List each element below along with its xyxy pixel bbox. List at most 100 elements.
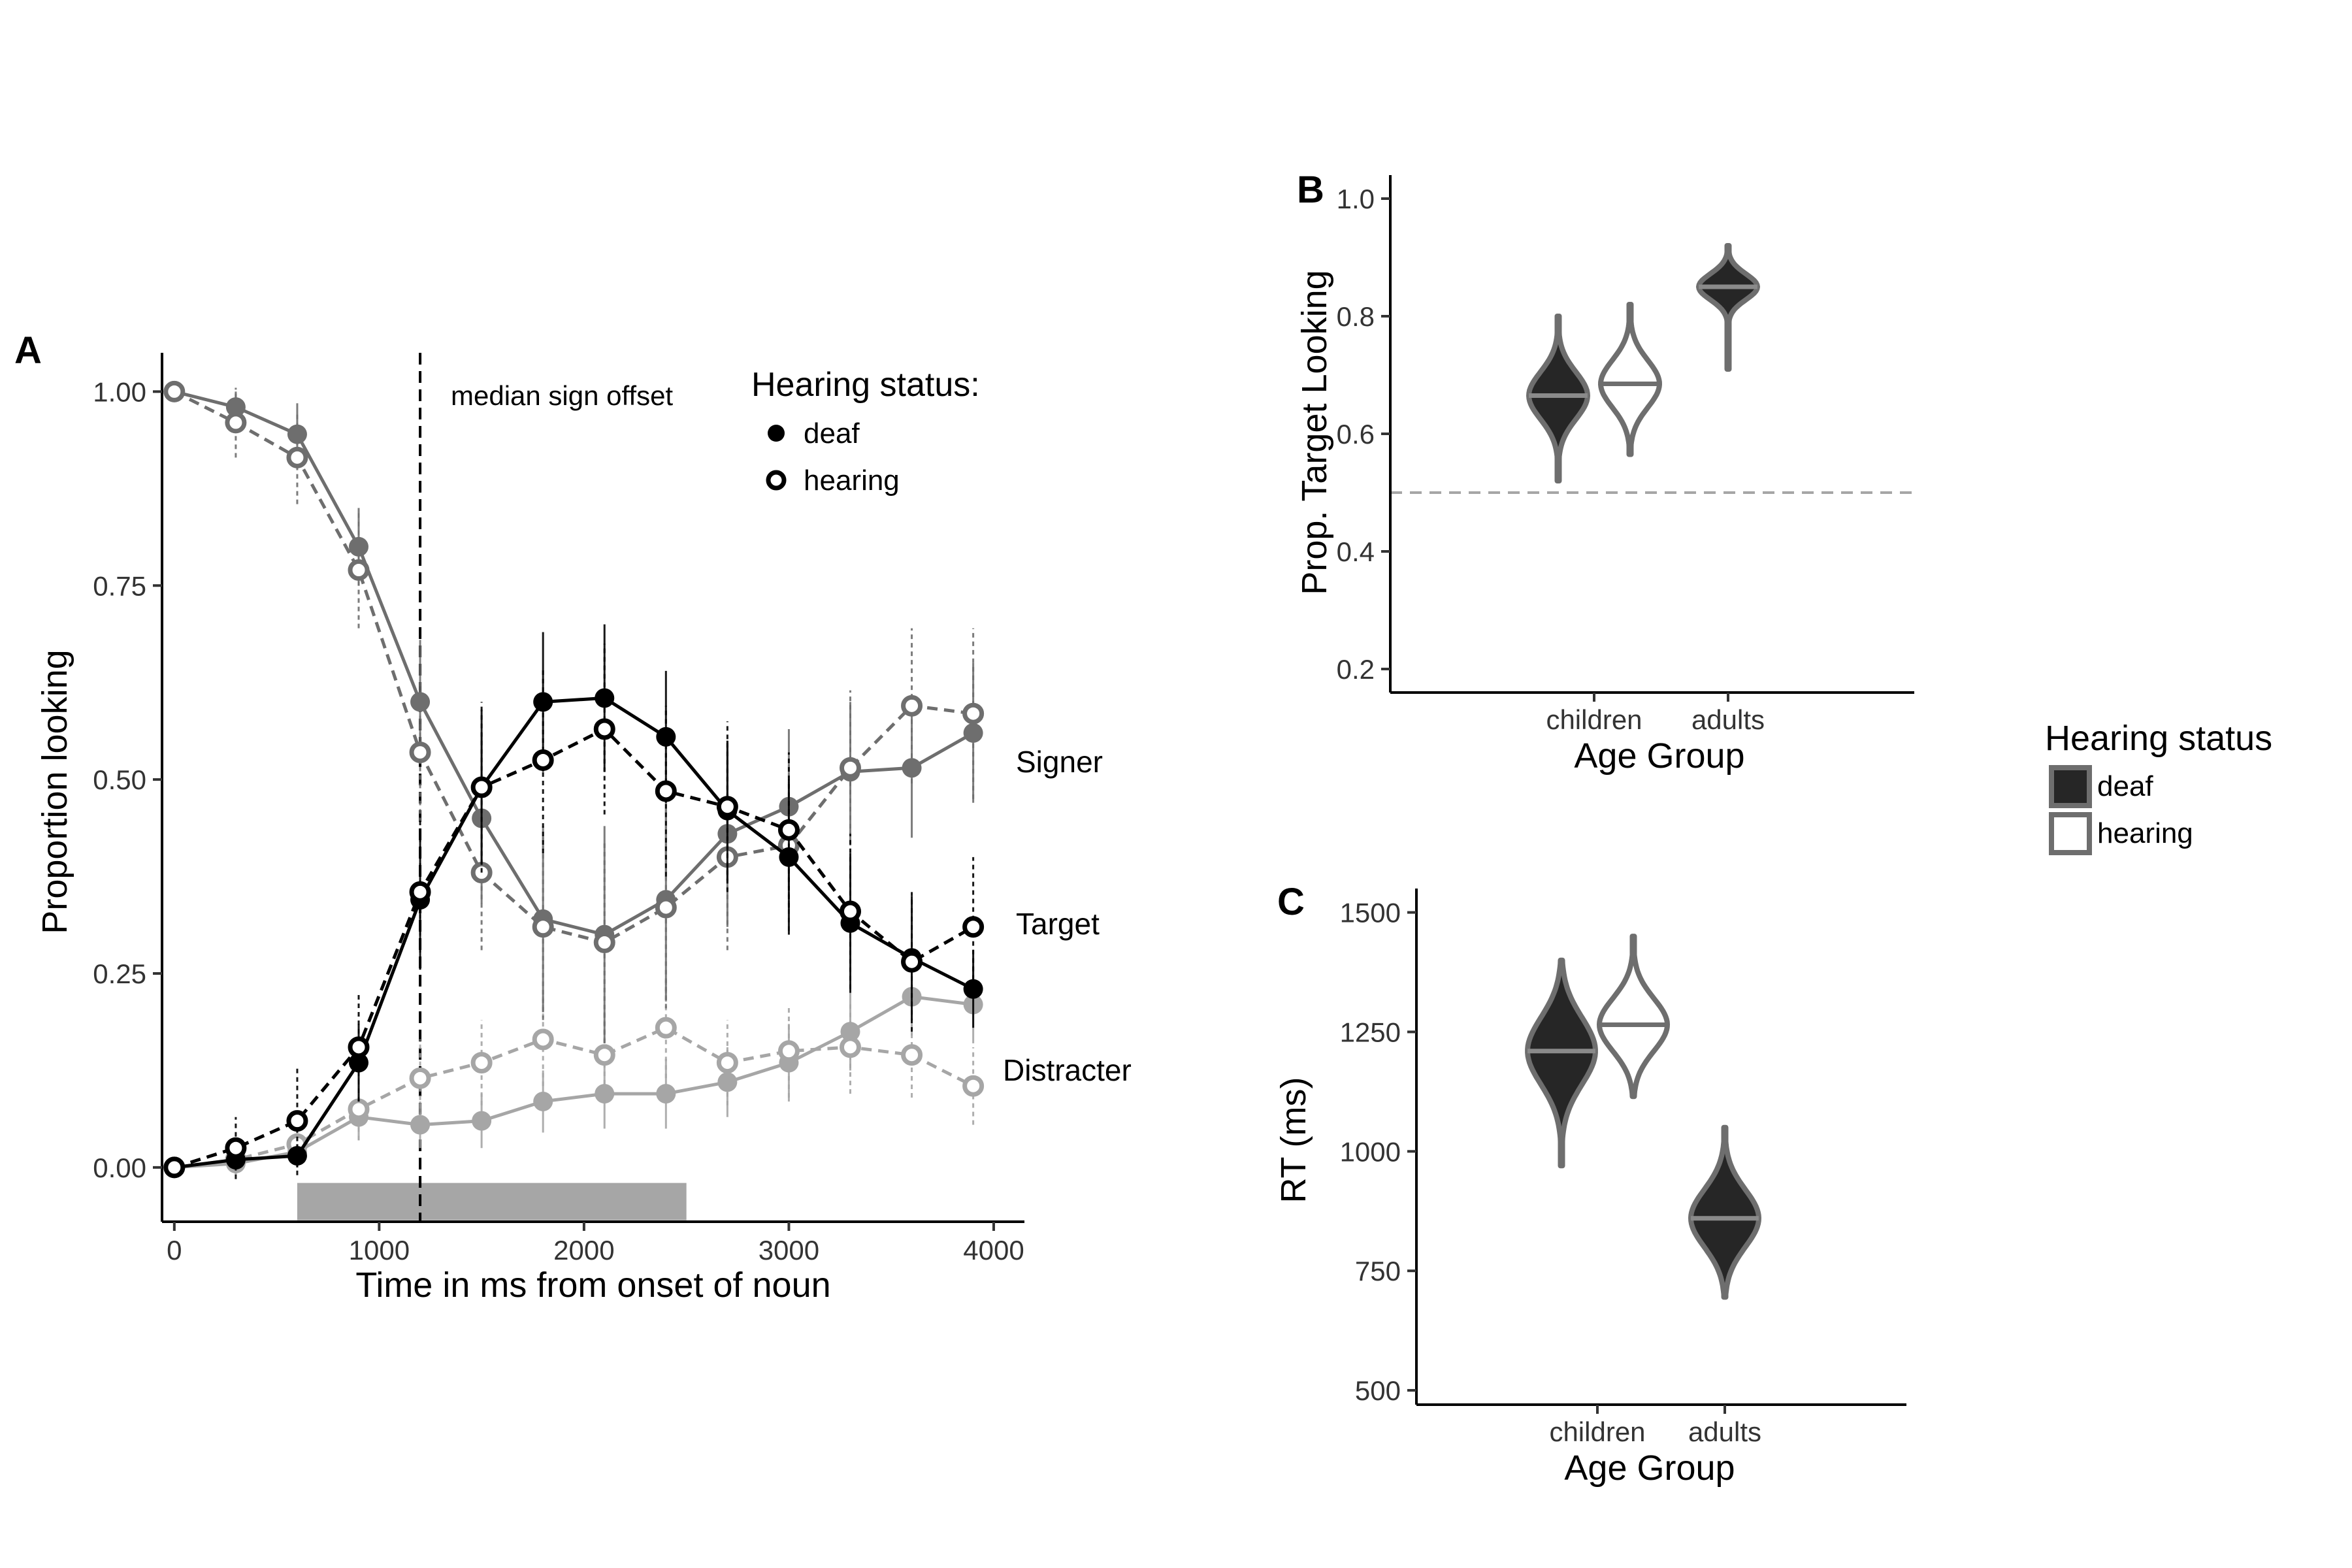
panel-a-x-tick-label: 2000 bbox=[553, 1235, 614, 1266]
point-signer-deaf bbox=[963, 723, 983, 743]
point-distracter-hearing bbox=[532, 1028, 554, 1051]
median-sign-offset-label: median sign offset bbox=[451, 380, 673, 411]
panel-a-x-tick-label: 0 bbox=[167, 1235, 182, 1266]
panel-a-x-tick-label: 1000 bbox=[349, 1235, 410, 1266]
point-target-hearing bbox=[470, 776, 493, 798]
panel-b-y-tick-label: 0.6 bbox=[1337, 419, 1375, 449]
panel-a-series bbox=[163, 380, 985, 1179]
panel-b-y-tick-label: 0.8 bbox=[1337, 301, 1375, 332]
panel-c-violins bbox=[1525, 934, 1761, 1300]
legend-label-hearing: hearing bbox=[2097, 817, 2193, 849]
region-label-signer: Signer bbox=[1016, 745, 1103, 779]
point-signer-hearing bbox=[348, 559, 370, 581]
panel-a-x-axis-title: Time in ms from onset of noun bbox=[355, 1266, 830, 1305]
panel-a-y-tick-label: 0.75 bbox=[93, 570, 146, 601]
point-target-deaf bbox=[595, 688, 615, 708]
point-signer-hearing bbox=[409, 742, 431, 764]
point-signer-deaf bbox=[902, 758, 922, 778]
point-distracter-hearing bbox=[409, 1067, 431, 1089]
point-signer-hearing bbox=[593, 932, 615, 953]
panel-a-legend-deaf: deaf bbox=[804, 417, 860, 449]
point-distracter-deaf bbox=[410, 1115, 431, 1135]
point-distracter-hearing bbox=[716, 1052, 738, 1074]
point-signer-hearing bbox=[839, 757, 861, 779]
panel-c-y-axis-title: RT (ms) bbox=[1274, 1077, 1313, 1203]
point-distracter-deaf bbox=[533, 1091, 553, 1111]
panel-a-letter: A bbox=[14, 329, 42, 372]
point-target-deaf bbox=[963, 979, 983, 999]
panel-c-x-axis-title: Age Group bbox=[1564, 1448, 1735, 1488]
panel-c-y-tick-label: 1250 bbox=[1340, 1017, 1401, 1047]
panel-c-violin-children-deaf bbox=[1525, 957, 1598, 1169]
panel-b-y-tick-label: 1.0 bbox=[1337, 184, 1375, 214]
panel-a-x-tick-label: 4000 bbox=[963, 1235, 1024, 1266]
panel-b-violin-adults-deaf bbox=[1696, 243, 1760, 372]
panel-c-y-tick-label: 1000 bbox=[1340, 1136, 1401, 1167]
panel-c-letter: C bbox=[1277, 881, 1305, 923]
panel-c-y-tick-label: 750 bbox=[1355, 1256, 1401, 1286]
panel-a-y-tick-label: 0.00 bbox=[93, 1152, 146, 1183]
panel-b-axes: 0.2 0.4 0.6 0.8 1.0 children adults bbox=[1337, 175, 1914, 735]
panel-b-x-tick-label-children: children bbox=[1546, 704, 1642, 735]
hearing-status-legend-title: Hearing status bbox=[2045, 719, 2272, 758]
legend-key-hearing bbox=[766, 470, 787, 491]
panel-c-x-tick-label-adults: adults bbox=[1688, 1416, 1761, 1447]
point-distracter-deaf bbox=[472, 1111, 492, 1131]
panel-a-axes: 0 1000 2000 3000 4000 0.00 0.25 0.50 0.75 1.00 bbox=[93, 353, 1024, 1266]
point-signer-hearing bbox=[286, 446, 308, 468]
panel-c-violin-children-hearing bbox=[1597, 934, 1670, 1100]
line-target-hearing bbox=[174, 727, 974, 1169]
point-distracter-hearing bbox=[348, 1098, 370, 1120]
line-signer-hearing bbox=[173, 390, 973, 944]
point-distracter-hearing bbox=[839, 1036, 861, 1058]
panel-a-legend: Hearing status: deaf hearing bbox=[751, 366, 980, 497]
point-target-hearing bbox=[532, 749, 554, 771]
panel-c-axes: 500 750 1000 1250 1500 children adults bbox=[1340, 889, 1906, 1447]
panel-c-x-tick-label-children: children bbox=[1549, 1416, 1645, 1447]
point-signer-hearing bbox=[225, 412, 247, 434]
panel-b-y-axis-title: Prop. Target Looking bbox=[1295, 270, 1334, 595]
series-target-hearing bbox=[163, 644, 985, 1179]
panel-a-time-course: A 0 1000 2000 3000 40000.000.250.500.751.00 … bbox=[14, 329, 1132, 1305]
point-distracter-hearing bbox=[655, 1017, 677, 1039]
series-target-deaf bbox=[164, 624, 983, 1177]
legend-swatch-hearing bbox=[2049, 812, 2092, 855]
point-target-deaf bbox=[533, 692, 553, 712]
panel-a-y-tick-label: 1.00 bbox=[93, 376, 146, 407]
legend-key-deaf bbox=[768, 425, 785, 442]
legend-swatch-deaf bbox=[2049, 765, 2092, 808]
point-distracter-hearing bbox=[593, 1044, 615, 1066]
region-label-distracter: Distracter bbox=[1003, 1053, 1132, 1087]
point-target-hearing bbox=[777, 819, 800, 841]
point-distracter-hearing bbox=[470, 1052, 493, 1074]
point-target-deaf bbox=[348, 1053, 368, 1073]
panel-a-legend-hearing: hearing bbox=[804, 465, 900, 497]
analysis-window bbox=[297, 1183, 687, 1220]
point-target-hearing bbox=[655, 780, 677, 802]
point-target-hearing bbox=[716, 796, 738, 818]
point-target-hearing bbox=[593, 718, 615, 740]
panel-b-y-tick-label: 0.4 bbox=[1337, 536, 1375, 567]
point-target-hearing bbox=[163, 1156, 186, 1179]
point-signer-hearing bbox=[532, 916, 554, 938]
region-label-target: Target bbox=[1016, 907, 1100, 941]
point-target-hearing bbox=[286, 1110, 308, 1132]
panel-b-letter: B bbox=[1297, 169, 1324, 211]
panel-c-y-tick-label: 1500 bbox=[1340, 898, 1401, 928]
legend-label-deaf: deaf bbox=[2097, 770, 2153, 802]
panel-b-target-looking: B 0.2 0.4 0.6 0.8 1.0 children adults Age Grou… bbox=[1295, 169, 1914, 776]
point-target-hearing bbox=[962, 916, 985, 938]
hearing-status-legend: Hearing status deaf hearing bbox=[2045, 719, 2272, 855]
point-distracter-hearing bbox=[962, 1075, 985, 1097]
panel-a-x-tick-label: 3000 bbox=[759, 1235, 819, 1266]
point-target-hearing bbox=[839, 900, 861, 923]
point-target-hearing bbox=[901, 951, 923, 973]
point-target-hearing bbox=[225, 1137, 247, 1159]
panel-a-y-axis-title: Proportion looking bbox=[35, 649, 74, 934]
point-distracter-hearing bbox=[777, 1040, 800, 1062]
panel-a-y-tick-label: 0.50 bbox=[93, 764, 146, 795]
panel-a-legend-title: Hearing status: bbox=[751, 366, 980, 404]
line-signer-deaf bbox=[174, 389, 974, 937]
point-target-hearing bbox=[348, 1036, 370, 1058]
